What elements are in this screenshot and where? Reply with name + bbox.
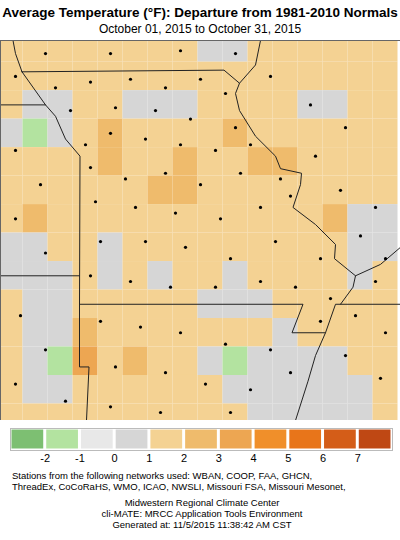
svg-text:1: 1 <box>146 452 152 464</box>
svg-text:4: 4 <box>251 452 257 464</box>
svg-text:3: 3 <box>216 452 222 464</box>
html-text:ThreadEx, CoCoRaHS, WMO, ICAO,: ThreadEx, CoCoRaHS, WMO, ICAO, NWSLI, Mi… <box>12 481 346 492</box>
svg-text:-1: -1 <box>75 452 85 464</box>
svg-text:5: 5 <box>285 452 291 464</box>
svg-text:7: 7 <box>355 452 361 464</box>
html-text:Generated at: 11/5/2015 11:38:: Generated at: 11/5/2015 11:38:42 AM CST <box>112 519 292 530</box>
svg-text:-2: -2 <box>40 452 50 464</box>
svg-text:6: 6 <box>320 452 326 464</box>
html-text:October 01, 2015 to October 31: October 01, 2015 to October 31, 2015 <box>98 22 302 36</box>
html-text:Stations from the following ne: Stations from the following networks use… <box>12 470 313 481</box>
svg-text:0: 0 <box>112 452 118 464</box>
html-text:Midwestern Regional Climate Ce: Midwestern Regional Climate Center <box>124 497 280 508</box>
html-text:cli-MATE: MRCC Application Too: cli-MATE: MRCC Application Tools Environ… <box>101 508 303 519</box>
html-text:Average Temperature (°F): Depa: Average Temperature (°F): Departure from… <box>2 5 398 20</box>
svg-text:2: 2 <box>181 452 187 464</box>
